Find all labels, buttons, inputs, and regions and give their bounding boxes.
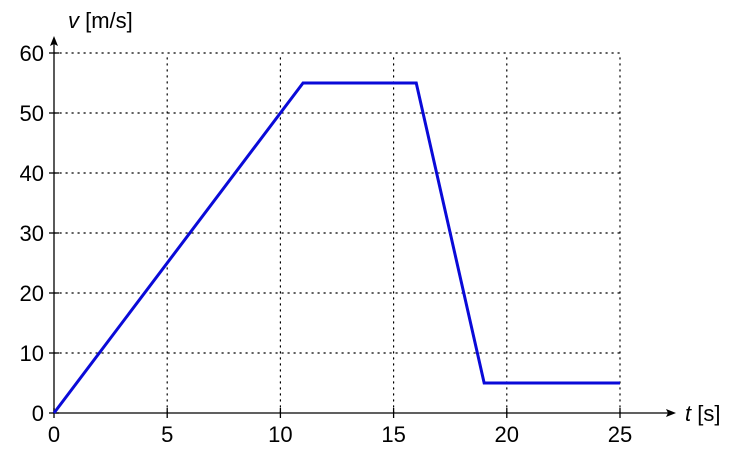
grid [53, 52, 621, 414]
y-axis-variable: v [68, 8, 81, 33]
y-tick-label-50: 50 [20, 101, 44, 126]
y-axis-arrowhead [50, 36, 58, 46]
x-tick-label-25: 25 [608, 422, 632, 447]
series-line-0 [52, 81, 620, 414]
y-tick-label-10: 10 [20, 341, 44, 366]
x-tick-label-5: 5 [161, 422, 173, 447]
y-axis-label: v [m/s] [68, 8, 133, 33]
y-tick-label-30: 30 [20, 221, 44, 246]
x-tick-label-10: 10 [268, 422, 292, 447]
y-tick-label-0: 0 [32, 401, 44, 426]
series [52, 81, 620, 414]
x-tick-label-20: 20 [495, 422, 519, 447]
y-tick-label-20: 20 [20, 281, 44, 306]
tick-labels: 0 5 10 15 20 25 0 10 20 30 40 50 60 [20, 41, 633, 447]
y-tick-label-60: 60 [20, 41, 44, 66]
x-axis-arrowhead [666, 409, 676, 417]
x-tick-label-0: 0 [48, 422, 60, 447]
tick-marks [49, 52, 621, 418]
y-axis-unit: [m/s] [79, 8, 133, 33]
x-tick-label-15: 15 [381, 422, 405, 447]
axes [50, 36, 676, 417]
x-axis-unit: [s] [691, 401, 720, 426]
x-axis-label: t [s] [685, 401, 720, 426]
y-tick-label-40: 40 [20, 161, 44, 186]
x-axis-variable: t [685, 401, 692, 426]
